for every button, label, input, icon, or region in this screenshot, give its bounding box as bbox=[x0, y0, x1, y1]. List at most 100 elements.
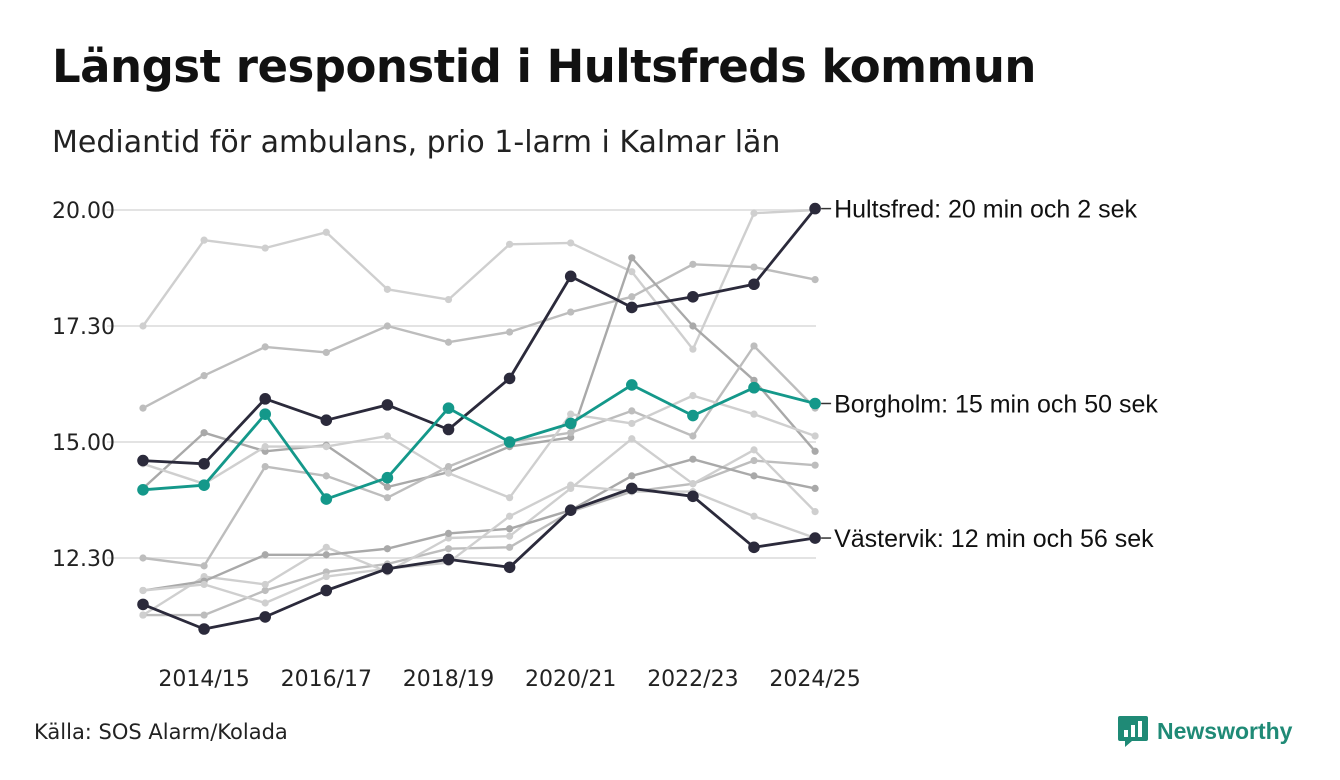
series-hultsfred-point bbox=[442, 423, 455, 436]
series-borgholm-point bbox=[687, 409, 699, 422]
series-hultsfred-point bbox=[320, 414, 333, 426]
series-hultsfred-point bbox=[137, 454, 149, 467]
series-vastervik-point bbox=[503, 561, 516, 574]
series-kommun-f-point bbox=[261, 586, 269, 595]
brand-name: Newsworthy bbox=[1157, 717, 1293, 744]
series-kommun-b-point bbox=[567, 308, 575, 316]
series-kommun-h-point bbox=[628, 472, 636, 480]
line-chart: 12.30 15.00 17.30 20.00 2014/15 2016/17 2018/1… bbox=[52, 196, 1158, 692]
series-kommun-g-point bbox=[261, 580, 269, 589]
series-kommun-g-point bbox=[322, 543, 330, 551]
series-borgholm-point bbox=[564, 417, 577, 430]
series-kommun-c-point bbox=[689, 322, 697, 330]
series-kommun-c-line bbox=[142, 256, 817, 490]
series-kommun-h-line bbox=[142, 458, 816, 592]
series-vastervik-point bbox=[442, 553, 455, 566]
x-tick-label: 2024/25 bbox=[769, 667, 860, 692]
series-kommun-g-point bbox=[750, 446, 758, 454]
series-kommun-i-point bbox=[322, 572, 330, 581]
series-kommun-c-point bbox=[750, 376, 758, 384]
series-kommun-d-point bbox=[261, 462, 269, 471]
series-kommun-e-point bbox=[383, 432, 391, 440]
series-kommun-d-point bbox=[750, 342, 758, 350]
brand-logo[interactable]: Newsworthy bbox=[1117, 713, 1292, 749]
series-kommun-f-line bbox=[143, 459, 816, 617]
series-kommun-b-point bbox=[689, 260, 697, 268]
series-kommun-a-point bbox=[383, 285, 391, 293]
series-kommun-a-point bbox=[628, 268, 636, 276]
series-vastervik-point bbox=[564, 504, 577, 517]
series-kommun-d-point bbox=[322, 472, 330, 480]
series-kommun-b-point bbox=[750, 263, 758, 271]
series-vastervik-point bbox=[381, 562, 394, 575]
series-vastervik-point bbox=[320, 584, 333, 597]
source-note: Källa: SOS Alarm/Kolada bbox=[34, 720, 288, 744]
series-kommun-e-point bbox=[261, 443, 269, 451]
series-vastervik-line bbox=[142, 486, 816, 631]
series-kommun-h-point bbox=[261, 551, 269, 559]
series-hultsfred-point bbox=[626, 301, 638, 314]
series-kommun-d-point bbox=[200, 562, 208, 570]
series-kommun-e-point bbox=[689, 392, 697, 400]
series-kommun-e-point bbox=[444, 469, 453, 477]
series-kommun-f-point bbox=[811, 461, 819, 469]
series-kommun-d-point bbox=[628, 407, 636, 415]
series-kommun-h-point bbox=[750, 472, 758, 480]
series-kommun-h-point bbox=[689, 455, 697, 463]
series-vastervik-point bbox=[687, 490, 699, 503]
series-kommun-i-point bbox=[567, 481, 575, 489]
series-kommun-e-point bbox=[750, 410, 758, 418]
series-kommun-a-point bbox=[750, 209, 758, 217]
series-kommun-a-point bbox=[444, 295, 453, 304]
series-kommun-g-line bbox=[142, 437, 816, 617]
series-kommun-f-point bbox=[506, 543, 514, 551]
series-hultsfred-point bbox=[687, 290, 699, 303]
series-kommun-c-point bbox=[383, 483, 391, 491]
x-tick-label: 2014/15 bbox=[158, 667, 249, 692]
series-kommun-b-point bbox=[506, 328, 514, 336]
y-tick-label: 12.30 bbox=[52, 547, 115, 572]
series-kommun-b-point bbox=[139, 404, 147, 412]
series-kommun-d-point bbox=[567, 429, 575, 437]
series-borgholm-point bbox=[748, 381, 760, 394]
series-kommun-g-point bbox=[506, 532, 514, 540]
series-kommun-b-point bbox=[383, 322, 391, 330]
series-kommun-f-point bbox=[200, 611, 208, 619]
series-kommun-e-point bbox=[567, 410, 575, 418]
series-kommun-g-point bbox=[628, 435, 636, 443]
series-vastervik-point bbox=[198, 623, 210, 635]
series-vastervik-point bbox=[259, 611, 272, 623]
series-kommun-b-line bbox=[142, 263, 816, 410]
series-hultsfred-point bbox=[809, 202, 821, 215]
series-kommun-a-line bbox=[142, 208, 816, 351]
series-kommun-g-point bbox=[689, 480, 697, 488]
series-kommun-b-point bbox=[628, 293, 636, 301]
series-kommun-f-point bbox=[444, 545, 453, 553]
chart-subtitle: Mediantid för ambulans, prio 1-larm i Ka… bbox=[52, 125, 781, 160]
series-hultsfred-point bbox=[381, 399, 394, 411]
series-hultsfred-point bbox=[748, 278, 760, 291]
series-kommun-h-point bbox=[506, 525, 514, 533]
series-kommun-a-point bbox=[139, 322, 147, 330]
y-tick-label: 20.00 bbox=[52, 199, 115, 224]
series-borgholm-line bbox=[142, 383, 816, 501]
series-kommun-b-point bbox=[444, 338, 453, 346]
series-hultsfred-end-label: Hultsfred: 20 min och 2 sek bbox=[834, 196, 1137, 224]
series-hultsfred-line bbox=[142, 207, 817, 466]
series-kommun-c-point bbox=[811, 447, 819, 455]
x-tick-label: 2016/17 bbox=[281, 667, 372, 692]
y-tick-label: 15.00 bbox=[52, 431, 115, 456]
series-vastervik-point bbox=[809, 532, 821, 544]
series-kommun-d-point bbox=[383, 494, 391, 502]
series-hultsfred-point bbox=[564, 270, 577, 283]
series-kommun-a-point bbox=[261, 244, 269, 252]
series-borgholm-end-label: Borgholm: 15 min och 50 sek bbox=[834, 390, 1158, 418]
newsworthy-logo-icon bbox=[1118, 716, 1148, 747]
series-kommun-h-point bbox=[322, 551, 330, 559]
series-kommun-c-point bbox=[628, 254, 636, 262]
series-borgholm-point bbox=[503, 436, 516, 448]
series-kommun-e-point bbox=[322, 443, 330, 451]
series-kommun-h-point bbox=[811, 484, 819, 492]
series-kommun-i-line bbox=[142, 484, 816, 605]
series-borgholm-point bbox=[259, 408, 272, 420]
